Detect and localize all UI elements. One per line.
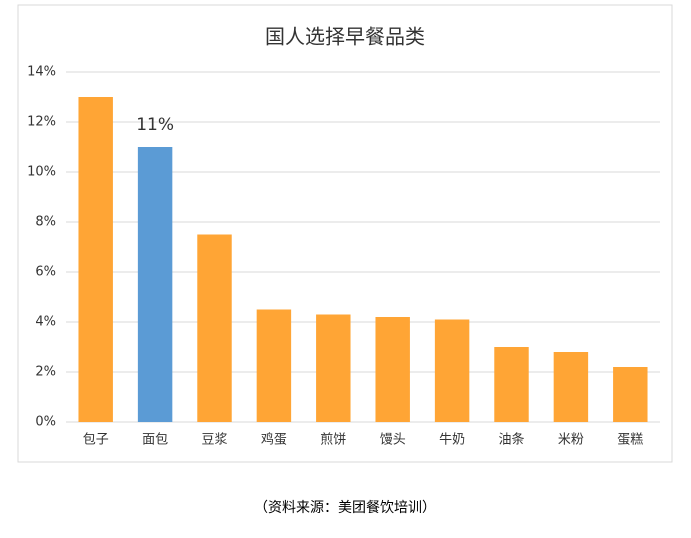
y-tick-label: 0%	[35, 415, 56, 430]
x-tick-label: 油条	[498, 432, 524, 448]
value-label: 11%	[136, 115, 174, 135]
y-tick-label: 14%	[27, 65, 56, 80]
y-tick-label: 2%	[35, 365, 56, 380]
bar	[553, 352, 589, 422]
x-tick-label: 牛奶	[439, 433, 465, 448]
bar	[375, 317, 410, 422]
y-tick-label: 6%	[35, 265, 56, 280]
x-tick-label: 馒头	[380, 433, 406, 448]
bar	[197, 234, 232, 422]
x-tick-label: 蛋糕	[617, 433, 643, 448]
bar	[434, 319, 470, 422]
bar	[316, 314, 351, 422]
chart-title: 国人选择早餐品类	[265, 25, 425, 49]
x-tick-label: 煎饼	[320, 432, 346, 448]
y-tick-label: 12%	[27, 115, 56, 130]
bar	[613, 367, 648, 422]
bar	[494, 347, 529, 422]
source-note: （资料来源：美团餐饮培训）	[254, 500, 436, 516]
bar	[137, 147, 173, 422]
x-tick-label: 面包	[142, 433, 168, 448]
bar	[78, 97, 113, 422]
bar	[256, 309, 292, 422]
x-tick-label: 包子	[83, 433, 109, 448]
x-tick-label: 米粉	[558, 433, 584, 448]
y-tick-label: 4%	[35, 315, 56, 330]
x-tick-label: 豆浆	[201, 433, 227, 448]
y-tick-label: 10%	[27, 165, 56, 180]
y-tick-label: 8%	[35, 215, 56, 230]
x-tick-label: 鸡蛋	[261, 432, 287, 448]
